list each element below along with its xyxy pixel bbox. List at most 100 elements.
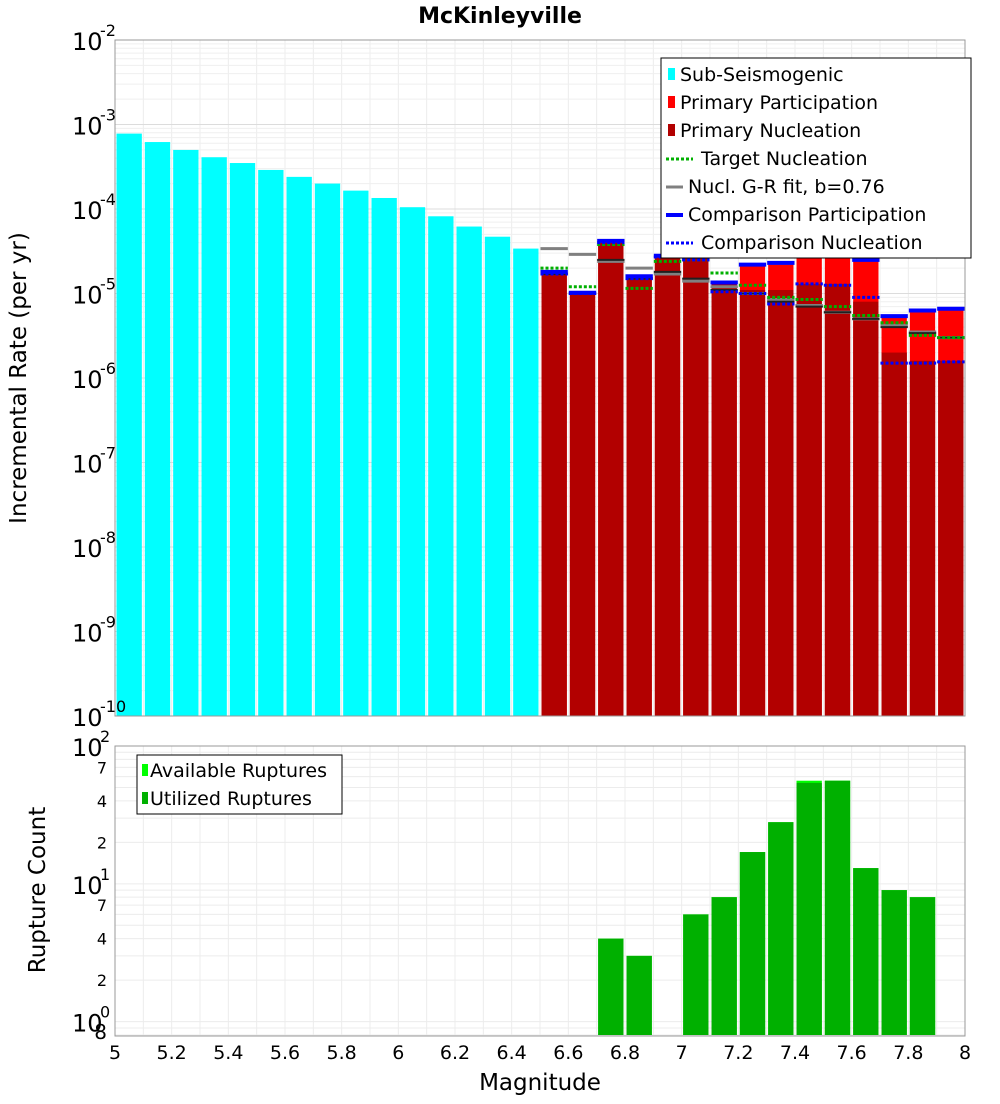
primary-nucleation-bar [909,360,936,716]
x-tick-label: 5.8 [327,1042,357,1064]
primary-nucleation-bar [683,257,709,716]
utilized-ruptures-bar [739,852,766,1035]
sub-seismogenic-bar [286,176,312,717]
sub-seismogenic-bar [258,169,284,716]
top-plot-legend: Sub-Seismogenic Primary Participation Prim… [660,57,972,259]
primary-nucleation-bar [626,277,652,716]
utilized-ruptures-bar [853,868,879,1035]
x-tick-label: 7.2 [723,1042,753,1064]
y-tick-label-exponent: -3 [100,106,116,125]
legend-swatch [142,764,148,776]
legend-label: Target Nucleation [700,148,868,170]
bottom-plot-grid [114,745,966,1036]
y-tick-label-base: 10 [72,535,103,563]
legend-swatch [668,68,675,80]
y-minor-tick-label: 4 [97,930,107,949]
primary-nucleation-bar [654,257,681,716]
y-minor-tick-label: 4 [97,792,107,811]
x-tick-label: 5.4 [213,1042,243,1064]
y-minor-tick-label: 8 [94,1020,107,1044]
sub-seismogenic-bar [513,248,539,716]
y-tick-label-exponent: 2 [100,727,110,746]
y-tick-label-base: 10 [72,1010,103,1038]
x-tick-label: 6.8 [610,1042,640,1064]
primary-nucleation-bar [853,301,879,716]
x-tick-label: 7.6 [837,1042,867,1064]
y-tick-label-base: 10 [72,28,103,56]
utilized-ruptures-bar [909,897,936,1035]
x-tick-label: 7.8 [893,1042,923,1064]
x-tick-label: 5 [109,1042,121,1064]
primary-nucleation-bar [881,352,907,716]
primary-nucleation-bar [938,360,964,716]
sub-seismogenic-bar [456,226,482,716]
legend-label: Primary Nucleation [680,120,861,142]
x-tick-label: 6.4 [497,1042,527,1064]
bottom-plot-legend: Available Ruptures Utilized Ruptures [136,754,343,815]
x-tick-label: 5.2 [157,1042,187,1064]
sub-seismogenic-bar [116,133,142,716]
y-tick-label-base: 10 [72,197,103,225]
sub-seismogenic-bar [201,157,227,717]
sub-seismogenic-bar [229,163,256,716]
sub-seismogenic-bar [173,149,199,717]
bottom-plot-frame [114,745,966,1037]
bottom-y-axis-label: Rupture Count [25,807,51,973]
x-tick-label: 5.6 [270,1042,300,1064]
x-tick-label: 7.4 [780,1042,810,1064]
x-tick-label: 7 [676,1042,688,1064]
primary-nucleation-bar [711,283,737,716]
sub-seismogenic-bar [371,197,397,716]
utilized-ruptures-bar [796,782,822,1035]
y-tick-label-exponent: -8 [100,528,116,547]
utilized-ruptures-bar [881,890,907,1035]
sub-seismogenic-bar [144,142,171,716]
top-y-axis-label: Incremental Rate (per yr) [6,232,32,524]
x-tick-label: 8 [959,1042,971,1064]
utilized-ruptures-bar [626,955,652,1035]
y-tick-label-base: 10 [72,282,103,310]
sub-seismogenic-bar [428,216,454,717]
legend-label: Sub-Seismogenic [680,64,844,86]
y-minor-tick-label: 7 [97,896,107,915]
y-tick-label-base: 10 [72,451,103,479]
legend-label: Primary Participation [680,92,878,114]
x-tick-label: 6.6 [553,1042,583,1064]
primary-nucleation-bar [796,283,822,716]
legend-label: Utilized Ruptures [150,788,312,810]
y-tick-label-exponent: -5 [100,275,116,294]
x-axis-label: Magnitude [479,1070,601,1096]
top-plot-frame [114,39,966,717]
y-tick-label-exponent: 1 [100,865,110,884]
x-tick-label: 6.2 [440,1042,470,1064]
legend-label: Nucl. G-R fit, b=0.76 [688,176,885,198]
legend-box [136,754,343,815]
y-tick-label-exponent: -10 [100,697,126,716]
utilized-ruptures-bar [683,914,709,1035]
legend-swatch [668,96,675,108]
y-tick-label-base: 10 [72,704,103,732]
sub-seismogenic-bar [343,190,369,716]
y-tick-label-base: 10 [72,620,103,648]
legend-swatch [668,124,675,136]
legend-label: Available Ruptures [150,760,327,782]
sub-seismogenic-bar [484,236,511,716]
y-tick-label-exponent: -2 [100,21,116,40]
legend-box [660,57,972,259]
utilized-ruptures-bar [824,780,851,1035]
y-tick-label-exponent: -9 [100,613,116,632]
bottom-plot-bars [598,780,936,1035]
primary-nucleation-bar [569,293,596,716]
legend-label: Comparison Nucleation [701,232,923,254]
x-tick-label: 6 [392,1042,404,1064]
y-tick-label-base: 10 [72,872,103,900]
sub-seismogenic-bar [314,183,341,716]
primary-nucleation-bar [824,283,851,716]
y-tick-label-exponent: -7 [100,444,116,463]
y-tick-label-exponent: 0 [100,1003,110,1022]
utilized-ruptures-bar [768,822,794,1035]
utilized-ruptures-bar [598,938,624,1035]
